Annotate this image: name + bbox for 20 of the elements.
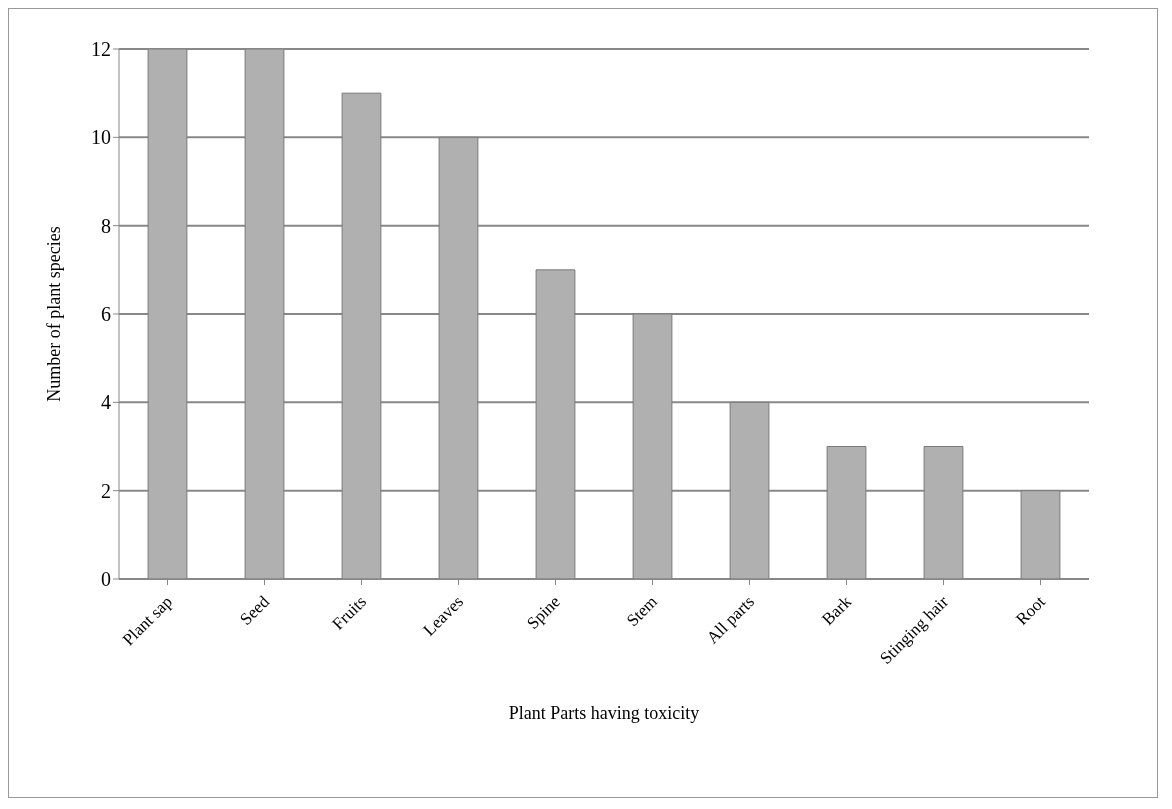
y-tick-label: 8: [101, 214, 111, 237]
bar: [341, 92, 382, 579]
bar: [244, 49, 285, 579]
y-tick-label: 10: [91, 126, 111, 149]
bar: [826, 446, 867, 579]
y-tick-label: 6: [101, 303, 111, 326]
bar: [147, 49, 188, 579]
y-tick-label: 4: [101, 391, 111, 414]
bar: [729, 401, 770, 579]
bar: [438, 136, 479, 579]
y-tick-label: 0: [101, 568, 111, 591]
bar: [1020, 490, 1061, 579]
y-tick-label: 12: [91, 38, 111, 61]
y-tick-label: 2: [101, 479, 111, 502]
bar: [535, 269, 576, 579]
bar: [632, 313, 673, 579]
bar: [923, 446, 964, 579]
x-tick-label: Stem: [622, 592, 661, 631]
y-axis-title: Number of plant species: [44, 226, 65, 402]
x-axis-title: Plant Parts having toxicity: [508, 703, 700, 723]
